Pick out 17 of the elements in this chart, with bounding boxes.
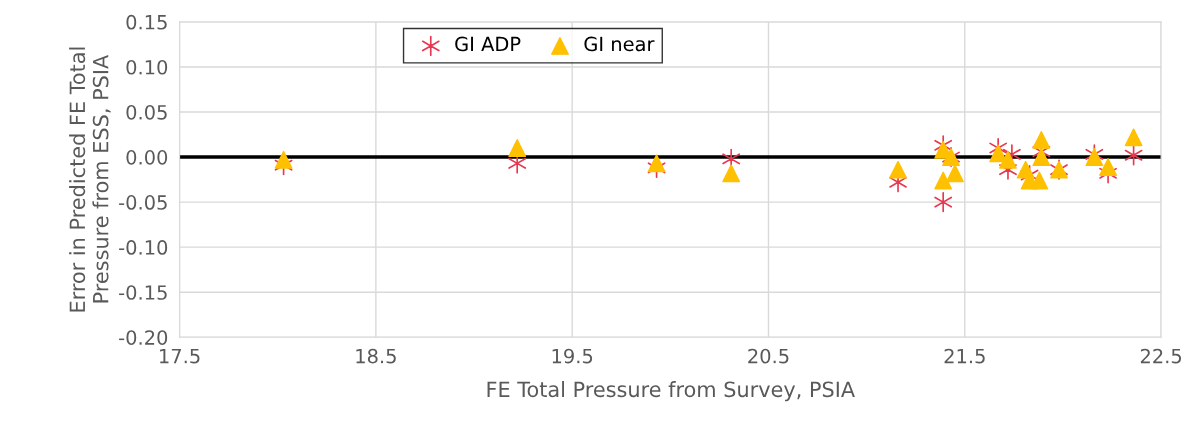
y-tick-label: -0.10	[119, 240, 168, 255]
y-tick-label: 0.05	[126, 104, 167, 120]
y-tick-label: 0.00	[126, 150, 168, 165]
y-tick-label: 0.15	[126, 14, 167, 30]
y-tick-label: -0.15	[119, 285, 167, 300]
x-tick-label: 20.5	[748, 348, 789, 364]
x-tick-label: 21.5	[944, 348, 985, 364]
y-axis-title: Error in Predicted FE Total Pressure from ESS, PSIA	[69, 47, 111, 312]
y-tick-label: -0.20	[119, 330, 168, 345]
x-axis-title: FE Total Pressure from Survey, PSIA	[487, 381, 855, 402]
y-tick-label: -0.05	[119, 195, 167, 210]
x-tick-label: 17.5	[160, 348, 200, 364]
x-tick-label: 22.5	[1140, 348, 1182, 364]
legend-label: GI near	[584, 36, 655, 52]
y-tick-label: 0.10	[126, 59, 168, 75]
x-tick-label: 18.5	[356, 348, 396, 364]
x-tick-label: 19.5	[552, 348, 593, 364]
